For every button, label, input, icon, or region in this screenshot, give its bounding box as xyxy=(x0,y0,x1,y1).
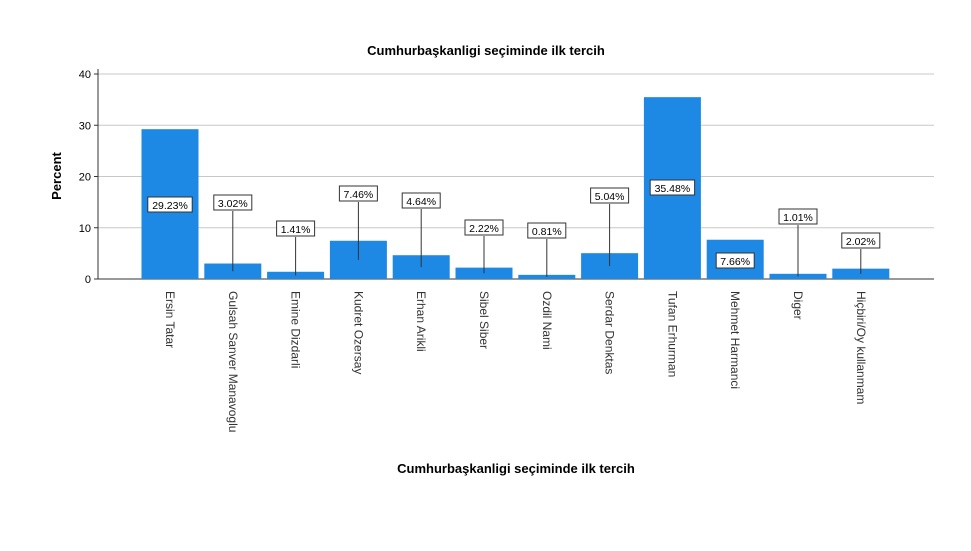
data-label: 3.02% xyxy=(218,198,248,210)
x-tick-label: Emine Dizdarli xyxy=(289,291,303,368)
data-label: 2.02% xyxy=(846,236,876,248)
x-tick-label: Ozdil Nami xyxy=(540,291,554,350)
y-tick-label: 10 xyxy=(79,223,91,235)
data-label-box xyxy=(464,219,504,236)
x-tick-label: Erhan Arikli xyxy=(414,291,428,352)
x-tick-label: Tufan Erhurman xyxy=(665,291,679,377)
data-label-box xyxy=(338,185,378,202)
data-label-box xyxy=(649,179,696,196)
x-tick-label: Hiçbiri/Oy kullanmam xyxy=(854,291,868,404)
data-label-box xyxy=(147,196,193,213)
y-tick-label: 20 xyxy=(79,172,91,184)
x-axis-title: Cumhurbaşkanligi seçiminde ilk tercih xyxy=(397,461,635,476)
data-label-box xyxy=(590,187,630,204)
data-label-box xyxy=(778,208,818,225)
y-tick-label: 0 xyxy=(85,274,91,286)
x-tick-label: Diger xyxy=(791,291,805,320)
data-label: 29.23% xyxy=(152,200,188,212)
data-label-box xyxy=(401,192,441,209)
data-label: 7.66% xyxy=(720,256,750,268)
y-tick-label: 30 xyxy=(79,120,91,132)
x-tick-label: Kudret Ozersay xyxy=(351,291,365,374)
data-label: 1.01% xyxy=(783,212,813,224)
chart-title: Cumhurbaşkanligi seçiminde ilk tercih xyxy=(367,43,605,58)
y-axis-title: Percent xyxy=(49,151,64,199)
data-label: 2.22% xyxy=(469,223,499,235)
x-tick-label: Sibel Siber xyxy=(477,291,491,349)
x-tick-label: Gulsah Sanver Manavoglu xyxy=(226,291,240,432)
data-label: 4.64% xyxy=(406,196,436,208)
data-label-box xyxy=(213,194,253,211)
data-label-box xyxy=(841,232,881,249)
data-label: 0.81% xyxy=(532,226,562,238)
x-tick-label: Serdar Denktas xyxy=(603,291,617,374)
data-label: 35.48% xyxy=(655,183,691,195)
data-label: 1.41% xyxy=(281,224,311,236)
data-label-box xyxy=(715,252,755,269)
x-tick-label: Ersin Tatar xyxy=(163,291,177,348)
data-label: 7.46% xyxy=(344,189,374,201)
data-label-box xyxy=(276,220,316,237)
y-tick-label: 40 xyxy=(79,69,91,81)
data-label: 5.04% xyxy=(595,191,625,203)
x-tick-label: Mehmet Harmanci xyxy=(728,291,742,389)
data-label-box xyxy=(527,222,567,239)
